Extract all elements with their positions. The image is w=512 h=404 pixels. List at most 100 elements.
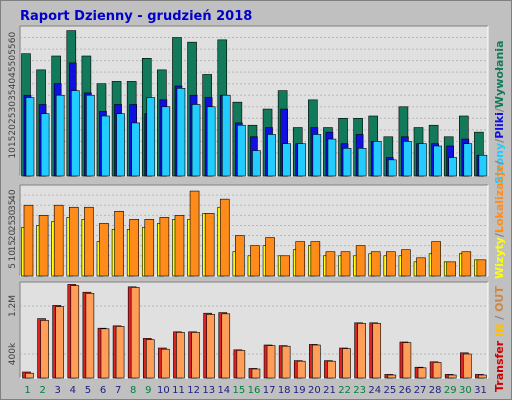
x-tick-label: 28 xyxy=(429,385,442,396)
x-tick-label: 31 xyxy=(474,385,487,396)
bar-out-20 xyxy=(312,344,321,379)
x-tick-label: 20 xyxy=(308,385,321,396)
bar-strony-3 xyxy=(55,94,65,177)
bar-lokalizacje-23 xyxy=(355,245,366,277)
x-tick-label: 12 xyxy=(187,385,200,396)
bar-strony-7 xyxy=(116,113,125,177)
bar-strony-16 xyxy=(252,150,261,177)
bar-strony-14 xyxy=(221,94,231,177)
bar-strony-28 xyxy=(433,145,442,177)
bar-strony-31 xyxy=(478,154,488,177)
bar-out-9 xyxy=(145,339,155,379)
bar-out-2 xyxy=(40,320,49,379)
bar-lokalizacje-26 xyxy=(401,249,411,277)
bar-lokalizacje-19 xyxy=(295,241,306,277)
y-tick-label: 40 xyxy=(8,189,18,201)
bar-out-8 xyxy=(130,287,140,379)
bar-lokalizacje-16 xyxy=(250,245,260,277)
y-tick-label: 25 xyxy=(8,220,18,231)
y-tick-label: 30 xyxy=(8,101,18,113)
bar-out-11 xyxy=(176,332,185,379)
y-tick-label: 35 xyxy=(8,199,18,210)
bar-lokalizacje-30 xyxy=(461,251,472,277)
bar-lokalizacje-27 xyxy=(416,257,426,277)
y-tick-label: 25 xyxy=(8,113,18,124)
bar-lokalizacje-17 xyxy=(265,237,275,277)
bar-strony-29 xyxy=(448,157,458,177)
y-tick-label: 55 xyxy=(8,43,18,54)
bar-strony-21 xyxy=(327,138,337,177)
bar-strony-30 xyxy=(463,143,473,177)
y-tick-label: 20 xyxy=(8,124,18,136)
legend-separator: / xyxy=(493,138,506,143)
bar-lokalizacje-3 xyxy=(53,204,64,277)
bar-strony-19 xyxy=(297,143,307,177)
bar-out-6 xyxy=(100,328,110,379)
y-tick-label: 20 xyxy=(8,230,18,242)
legend-pliki: Pliki xyxy=(493,112,506,139)
x-tick-label: 10 xyxy=(157,385,170,396)
y-tick-label: 40 xyxy=(8,78,18,90)
x-tick-label: 9 xyxy=(145,385,151,396)
bar-out-25 xyxy=(387,374,397,379)
legend-separator: / xyxy=(493,232,506,237)
bar-lokalizacje-8 xyxy=(129,219,139,277)
bar-strony-26 xyxy=(403,141,412,177)
legend-transfer: Transfer xyxy=(493,340,506,392)
legend-middle: Wizyty/Lokalizacje/ xyxy=(493,160,506,279)
x-tick-label: 14 xyxy=(217,385,230,396)
bar-out-16 xyxy=(251,368,261,379)
y-tick-label: 10 xyxy=(8,147,18,159)
bar-lokalizacje-25 xyxy=(386,251,396,277)
bar-out-18 xyxy=(281,345,291,379)
legend-separator: / xyxy=(493,107,506,112)
x-tick-label: 21 xyxy=(323,385,336,396)
y-tick-label: 400k xyxy=(8,342,18,365)
bar-out-27 xyxy=(417,367,427,379)
y-tick-label: 60 xyxy=(8,32,18,44)
bar-lokalizacje-21 xyxy=(325,251,336,277)
x-tick-label: 15 xyxy=(233,385,246,396)
bar-out-1 xyxy=(25,372,34,379)
bar-lokalizacje-14 xyxy=(219,198,230,277)
bar-lokalizacje-12 xyxy=(189,190,200,277)
x-tick-label: 7 xyxy=(115,385,121,396)
bar-strony-6 xyxy=(101,115,110,177)
x-tick-label: 5 xyxy=(85,385,91,396)
y-tick-label: 10 xyxy=(8,250,18,262)
x-tick-label: 27 xyxy=(414,385,427,396)
x-tick-label: 19 xyxy=(293,385,306,396)
x-tick-label: 17 xyxy=(263,385,276,396)
x-tick-label: 18 xyxy=(278,385,291,396)
x-tick-label: 26 xyxy=(399,385,412,396)
bar-out-15 xyxy=(236,350,246,379)
bar-strony-12 xyxy=(191,104,201,177)
bar-out-4 xyxy=(70,285,80,379)
bar-out-31 xyxy=(478,374,487,379)
bar-strony-10 xyxy=(161,106,171,177)
x-tick-label: 6 xyxy=(100,385,106,396)
y-tick-label: 30 xyxy=(8,209,18,221)
bar-strony-24 xyxy=(372,141,382,177)
bar-strony-8 xyxy=(131,122,140,177)
y-tick-label: 35 xyxy=(8,90,18,101)
bar-lokalizacje-5 xyxy=(84,206,94,277)
bar-strony-18 xyxy=(282,143,291,177)
bar-lokalizacje-7 xyxy=(114,210,124,277)
legend-strony: Strony xyxy=(493,143,506,184)
bar-lokalizacje-4 xyxy=(68,206,79,277)
bar-out-19 xyxy=(296,360,306,379)
x-tick-label: 16 xyxy=(248,385,261,396)
x-tick-label: 24 xyxy=(368,385,381,396)
bar-strony-23 xyxy=(357,148,367,177)
x-tick-label: 29 xyxy=(444,385,457,396)
bar-strony-4 xyxy=(70,90,80,177)
bar-out-21 xyxy=(327,360,336,379)
x-tick-label: 11 xyxy=(172,385,185,396)
bar-lokalizacje-15 xyxy=(235,235,245,277)
bar-strony-22 xyxy=(342,148,352,177)
bar-strony-17 xyxy=(267,134,276,177)
bar-strony-1 xyxy=(25,97,35,177)
